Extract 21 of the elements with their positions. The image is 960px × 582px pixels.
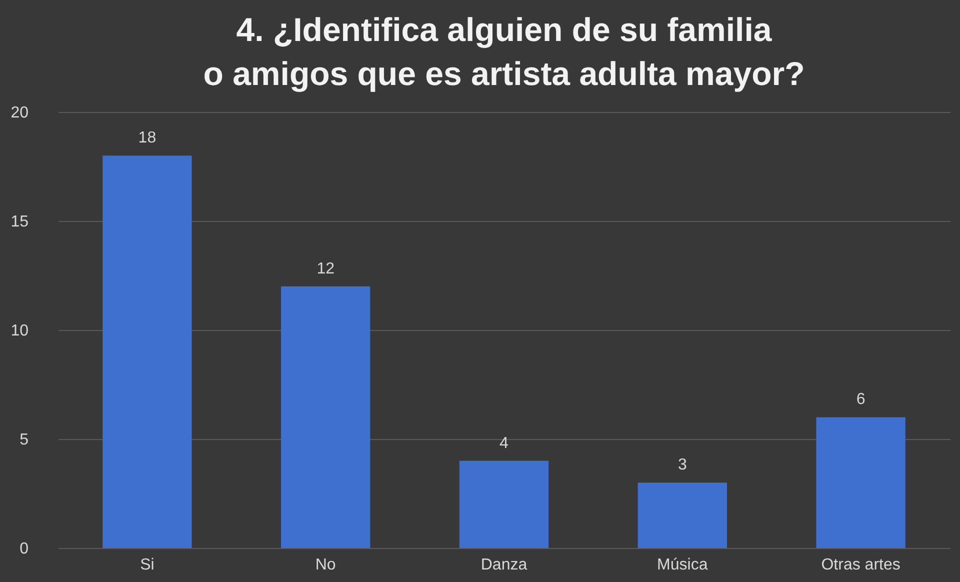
data-label: 6 <box>856 391 866 408</box>
x-tick-label: Danza <box>480 556 528 574</box>
bar <box>102 156 192 548</box>
bar <box>816 417 906 548</box>
y-tick-label: 5 <box>20 432 29 448</box>
y-tick-label: 20 <box>10 104 29 122</box>
data-label: 3 <box>678 456 687 474</box>
data-label: 12 <box>316 260 335 278</box>
x-tick-label: Si <box>140 556 154 574</box>
data-label: 18 <box>138 130 156 147</box>
y-tick-label: 0 <box>20 540 29 558</box>
data-label: 4 <box>500 434 509 452</box>
y-tick-label: 15 <box>10 214 29 230</box>
x-tick-label: Música <box>657 556 708 574</box>
bar <box>459 460 549 548</box>
y-tick-label: 10 <box>10 322 29 340</box>
bar <box>638 482 727 548</box>
bar <box>281 286 370 548</box>
x-tick-label: Otras artes <box>821 556 900 574</box>
chart-title: 4. ¿Identifica alguien de su familia o amigos que es artista adulta mayor? <box>203 11 805 92</box>
x-tick-label: No <box>315 556 336 574</box>
